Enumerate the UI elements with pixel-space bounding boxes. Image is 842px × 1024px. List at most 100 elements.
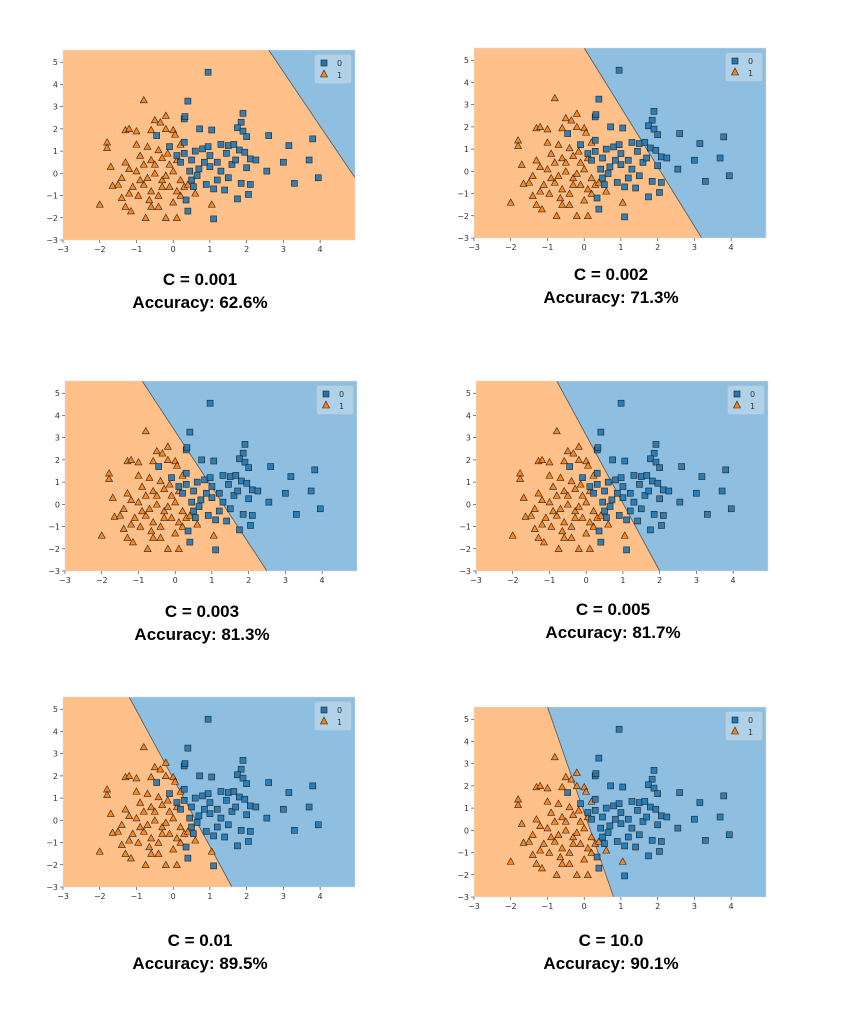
point-class-0 [641,798,649,805]
point-class-1 [543,124,552,133]
point-class-0 [648,775,656,783]
point-class-0 [309,782,317,790]
y-tick-label: 1 [53,147,58,156]
point-class-1 [567,775,576,783]
point-class-1 [139,180,148,188]
point-class-0 [232,803,239,811]
point-class-1 [556,473,565,481]
point-class-0 [287,473,295,480]
point-class-1 [567,476,576,485]
point-class-0 [676,130,683,137]
point-class-1 [561,772,570,781]
x-tick-label: 3 [694,576,699,585]
point-class-0 [602,145,610,153]
point-class-1 [161,171,170,179]
point-class-1 [519,179,528,187]
point-class-0 [577,141,584,148]
point-class-1 [585,544,594,552]
point-class-0 [305,803,313,811]
point-class-0 [247,802,254,810]
point-class-1 [550,178,559,186]
point-class-0 [206,163,214,170]
legend-marker-class-0 [731,716,739,724]
point-class-0 [678,463,685,470]
point-class-1 [543,823,552,832]
point-class-1 [171,529,180,537]
point-class-0 [153,132,160,139]
point-class-0 [654,821,661,829]
point-class-1 [574,147,583,155]
point-class-0 [239,757,247,764]
panel-c-0001: −3 −2 −1 0 1 2 3 4 −3 −2 −1 0 1 2 3 4 5 0 1 C = 0.001 Accura… [30,42,370,314]
point-class-1 [563,446,572,455]
point-class-1 [561,113,570,122]
axes-frame [473,706,767,898]
point-class-1 [116,511,125,519]
point-class-1 [95,200,104,208]
y-tick-label: −2 [457,871,469,880]
point-class-1 [156,522,165,530]
point-class-0 [193,172,201,179]
point-class-0 [626,489,634,497]
x-tick-label: 3 [281,245,286,254]
point-class-0 [291,827,298,834]
point-class-0 [619,494,627,501]
point-class-0 [691,156,698,164]
point-class-1 [525,837,534,845]
y-tick-label: 2 [464,782,469,791]
point-class-0 [181,760,189,767]
point-class-0 [614,489,621,497]
point-class-1 [572,211,581,219]
point-class-0 [221,186,228,194]
point-class-1 [127,520,136,528]
point-class-1 [580,823,589,832]
point-class-0 [225,481,232,488]
point-class-0 [309,135,317,143]
point-class-0 [195,503,203,510]
point-class-0 [601,507,608,515]
point-class-0 [182,196,190,204]
point-class-1 [571,513,580,521]
point-class-1 [534,533,543,541]
y-tick-label: 2 [55,456,60,465]
point-class-1 [150,816,159,824]
legend-marker-class-1 [731,67,739,76]
point-class-0 [630,472,638,479]
x-tick-label: −1 [131,892,143,901]
point-class-0 [197,496,205,504]
point-class-1 [145,473,154,481]
x-tick-label: −3 [468,902,480,911]
point-class-0 [224,142,232,149]
point-class-0 [628,165,636,173]
point-class-0 [617,809,625,816]
point-class-1 [173,461,182,469]
point-class-0 [239,511,247,518]
point-class-0 [206,799,214,806]
y-tick-label: 4 [464,78,469,87]
point-class-1 [121,849,130,857]
x-tick-label: −3 [57,892,69,901]
point-class-1 [127,495,136,503]
point-class-0 [237,765,245,773]
point-class-1 [136,175,145,184]
point-class-0 [241,148,249,156]
panel-c-0005: −3 −2 −1 0 1 2 3 4 −3 −2 −1 0 1 2 3 4 5 0 1 C = 0.005 Accura… [443,373,783,644]
point-class-0 [234,124,241,132]
point-class-1 [125,124,134,132]
point-class-1 [550,817,559,825]
point-class-0 [204,512,212,519]
point-class-1 [169,166,178,175]
point-class-1 [161,818,170,826]
point-class-0 [654,479,662,487]
legend [314,54,352,84]
point-class-0 [584,150,592,157]
point-class-0 [654,162,661,170]
accuracy-label: Accuracy: 81.3% [134,625,270,644]
point-class-0 [595,754,603,762]
x-tick-label: 0 [582,243,587,252]
point-class-0 [228,808,236,815]
y-tick-label: 0 [53,169,58,178]
point-class-0 [716,813,724,821]
x-tick-label: −1 [542,902,554,911]
point-class-0 [610,802,617,810]
